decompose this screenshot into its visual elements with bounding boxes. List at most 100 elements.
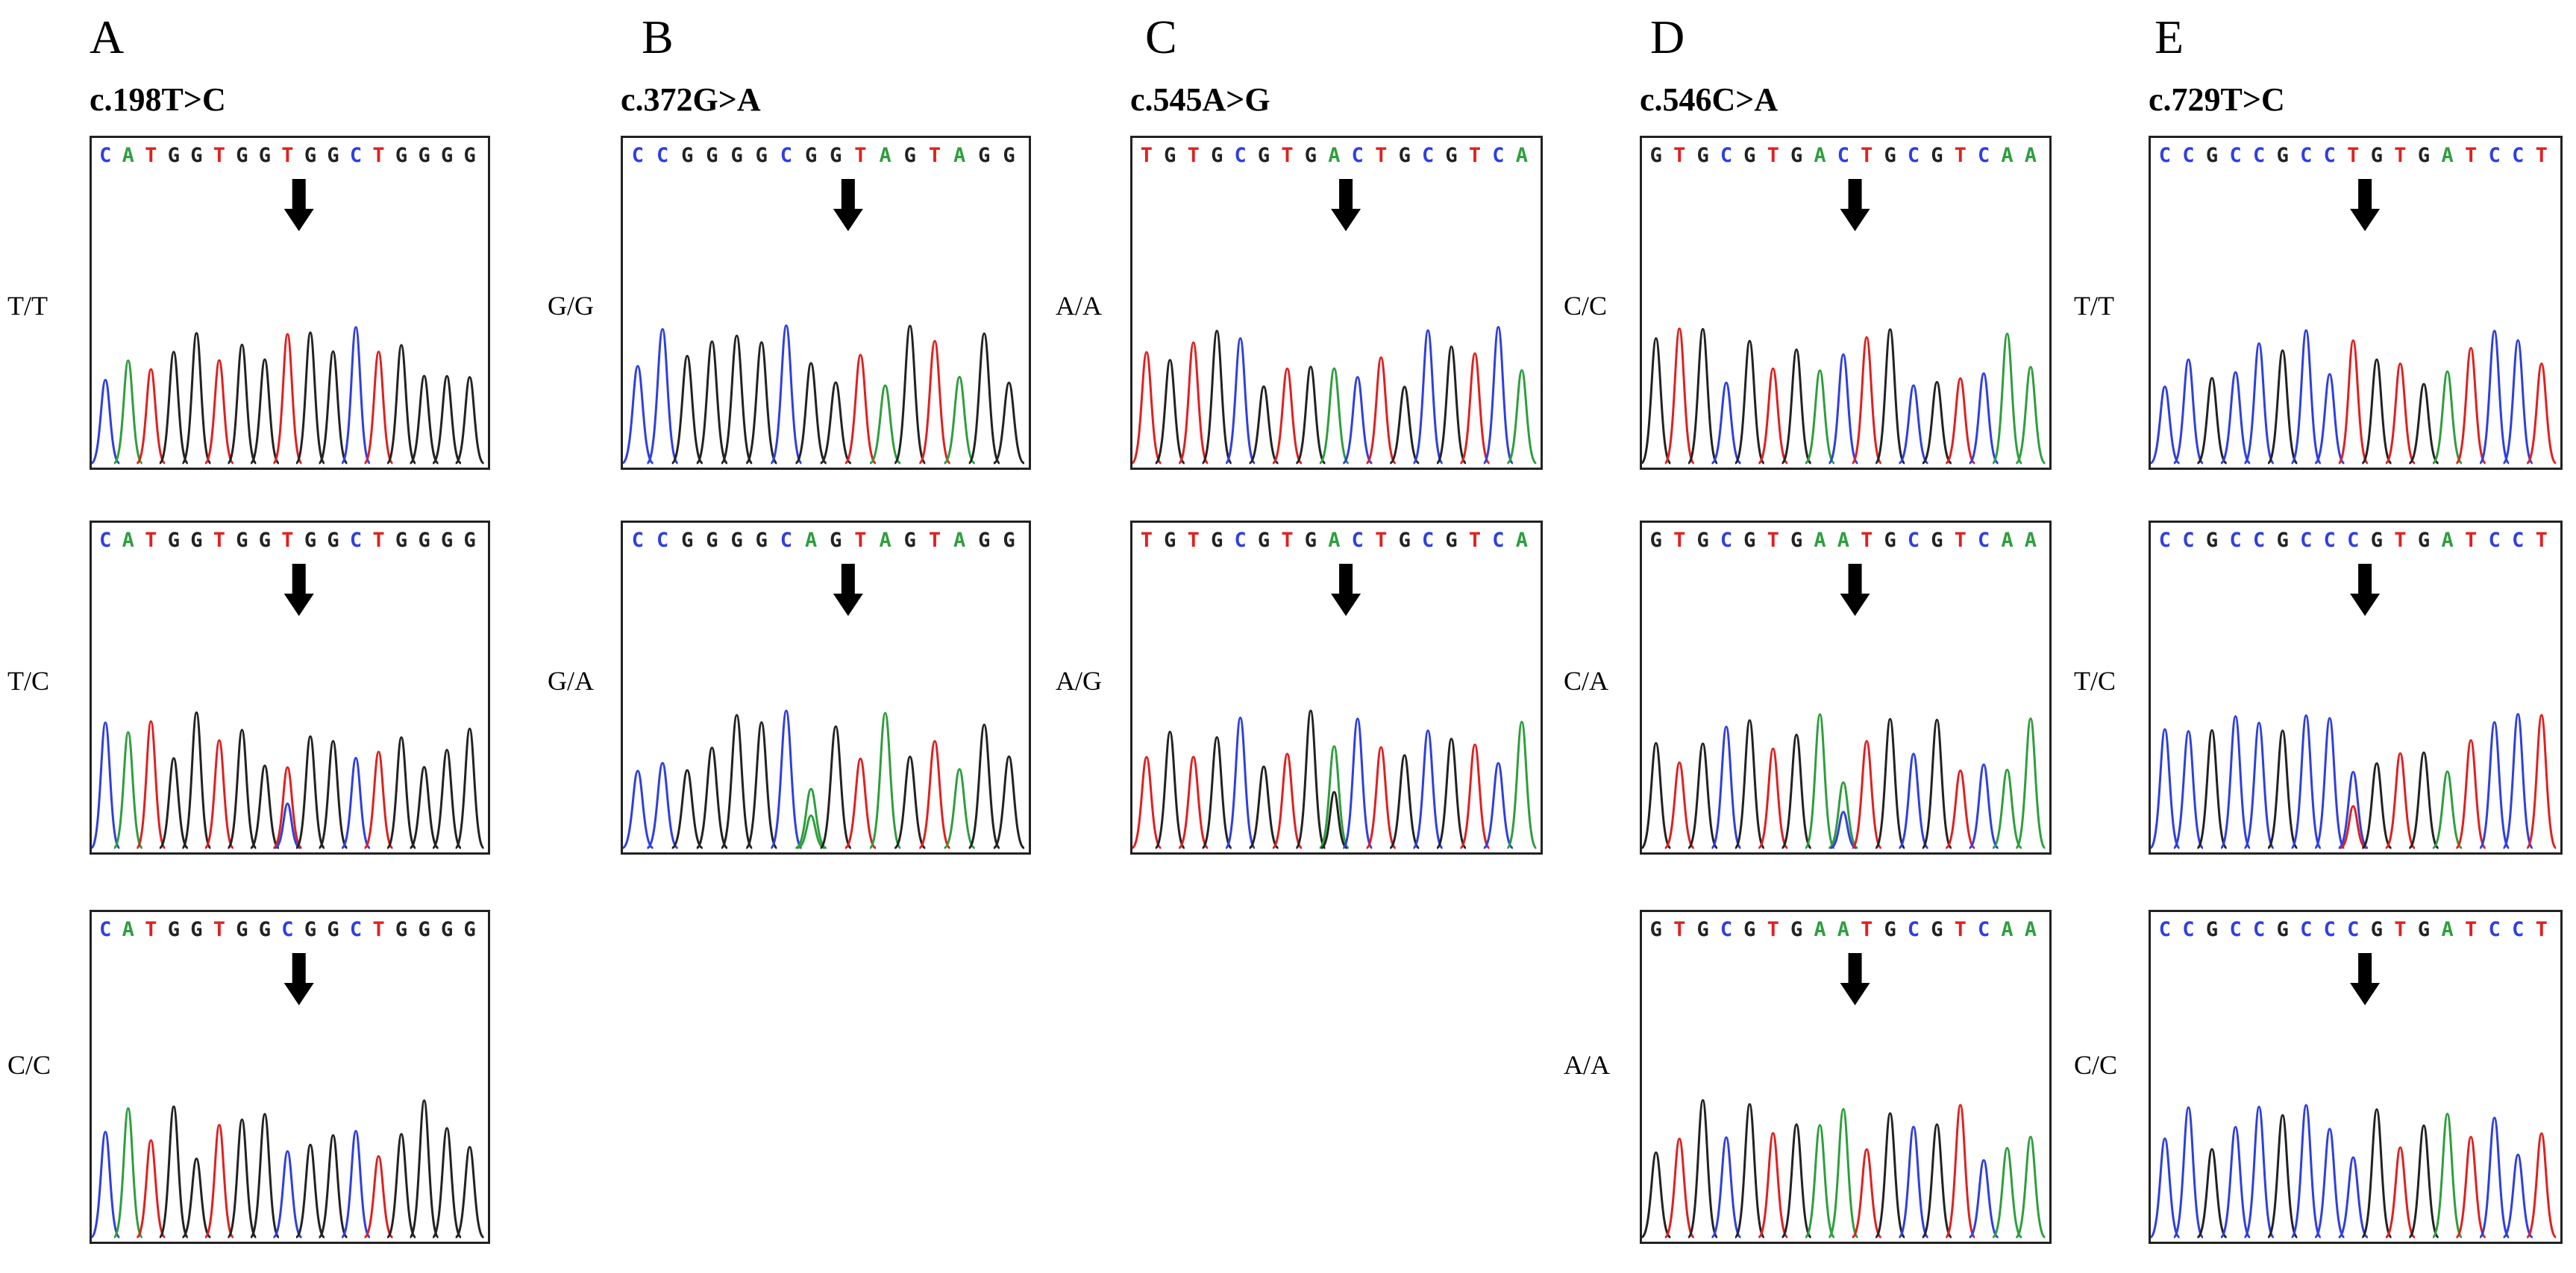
mutation-label-a: c.198T>C [90, 81, 226, 118]
trace-peak [1829, 811, 1857, 849]
base-call-letter: C [2347, 918, 2359, 941]
mutation-label-c: c.545A>G [1130, 81, 1270, 118]
base-call-letter: G [190, 529, 202, 552]
base-call-letter: C [1978, 918, 1990, 941]
base-call-letter: A [1328, 144, 1340, 167]
trace-peak [1294, 365, 1326, 465]
base-call-letter: A [879, 144, 891, 167]
base-call-letter: C [2253, 144, 2265, 167]
trace-peak [695, 746, 729, 849]
trace-peak [1874, 1112, 1906, 1239]
base-call-letter: T [2465, 529, 2477, 552]
base-call-letter: G [730, 144, 742, 167]
trace-peak [646, 761, 679, 849]
base-call-letter: G [1743, 529, 1755, 552]
base-call-letter: T [1767, 918, 1779, 941]
base-call-letter: T [1861, 144, 1873, 167]
base-call-letter: G [418, 144, 430, 167]
base-call-letter: T [1861, 529, 1873, 552]
trace-peak [2478, 1116, 2510, 1239]
trace-peak [1412, 729, 1444, 849]
base-call-letter: A [1516, 144, 1528, 167]
base-call-letter: G [2277, 918, 2289, 941]
base-call-letter: C [632, 529, 644, 552]
base-call-letter: C [1978, 144, 1990, 167]
base-call-letter: G [2277, 529, 2289, 552]
base-call-letter: G [1258, 529, 1270, 552]
trace-peak [1224, 716, 1256, 849]
base-call-letter: A [2441, 918, 2453, 941]
base-call-letter: C [99, 144, 111, 167]
base-call-letter: G [418, 529, 430, 552]
trace-peak [2014, 717, 2046, 849]
variant-arrow-icon [833, 179, 863, 231]
panel-letter-b: B [642, 10, 674, 63]
base-call-letter: G [1790, 529, 1802, 552]
base-call-letter: G [681, 144, 693, 167]
variant-arrow-icon [1840, 179, 1870, 231]
trace-peak [135, 368, 166, 465]
base-call-letter: A [2025, 918, 2037, 941]
trace-peak [113, 1107, 144, 1239]
base-call-letter: G [1650, 144, 1662, 167]
trace-peak [671, 769, 703, 849]
base-call-letter: T [372, 918, 384, 941]
trace-peak [409, 1099, 439, 1239]
base-call-letter: C [1908, 144, 1920, 167]
base-call-letter: A [122, 918, 134, 941]
trace-peak [204, 739, 235, 849]
base-call-letter: C [1422, 144, 1434, 167]
trace-peak [1320, 790, 1348, 849]
base-call-letter: G [190, 144, 202, 167]
trace-peak [1734, 1103, 1766, 1239]
base-call-letter: A [1837, 918, 1849, 941]
base-call-letter: G [2206, 144, 2218, 167]
trace-peak [1898, 752, 1929, 849]
trace-peak [1874, 328, 1906, 465]
base-call-letter: G [327, 918, 339, 941]
base-call-letter: A [1814, 529, 1826, 552]
genotype-label-e2: T/C [2074, 666, 2116, 696]
trace-peak [181, 1157, 212, 1239]
base-call-letter: C [2324, 529, 2336, 552]
base-call-letter: G [190, 918, 202, 941]
base-call-letter: C [780, 529, 792, 552]
base-call-letter: T [2536, 529, 2548, 552]
genotype-label-e1: T/T [2074, 291, 2114, 321]
trace-peak [1922, 380, 1952, 465]
trace-peak [2014, 365, 2046, 465]
trace-peak [2219, 1125, 2251, 1239]
base-call-letter: G [304, 144, 316, 167]
trace-peak [1757, 747, 1789, 849]
trace-peak [1687, 742, 1719, 849]
base-call-letter: C [2182, 529, 2194, 552]
trace-peak [2243, 721, 2275, 849]
base-call-letter: C [1234, 529, 1246, 552]
trace-peak [1828, 781, 1859, 849]
base-call-letter: C [99, 529, 111, 552]
base-call-letter: G [304, 918, 316, 941]
trace-peak [1365, 746, 1397, 849]
trace-peak [431, 1127, 463, 1239]
base-call-letter: A [122, 144, 134, 167]
base-call-letter: G [730, 529, 742, 552]
base-call-letter: G [1650, 918, 1662, 941]
base-call-letter: C [1234, 144, 1246, 167]
trace-peak [1664, 1137, 1696, 1239]
trace-peak [1804, 713, 1836, 849]
trace-peak [1734, 719, 1766, 849]
trace-peak [2408, 383, 2439, 465]
base-call-letter: G [418, 918, 430, 941]
trace-peak [2172, 358, 2204, 465]
trace-peak [92, 721, 121, 849]
base-call-letter: G [1305, 144, 1317, 167]
base-call-letter: C [656, 529, 668, 552]
